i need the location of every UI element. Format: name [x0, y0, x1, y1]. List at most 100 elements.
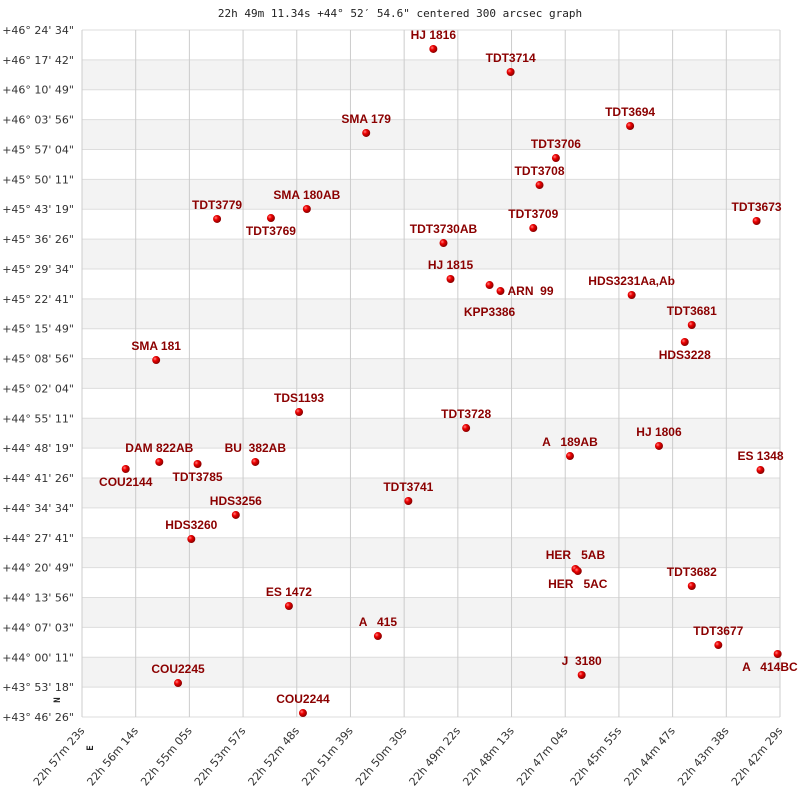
star-marker — [687, 582, 696, 591]
star-point: TDT3677 — [693, 624, 744, 650]
x-tick-label: 22h 52m 48s — [246, 724, 303, 788]
star-label: HDS3256 — [210, 494, 262, 508]
star-point: J 3180 — [562, 654, 602, 680]
star-marker — [529, 224, 538, 233]
star-point: TDT3673 — [732, 200, 782, 226]
compass-north: N — [53, 697, 63, 702]
star-marker — [404, 497, 413, 506]
star-point: SMA 180AB — [273, 188, 341, 213]
star-label: HJ 1815 — [428, 258, 474, 272]
grid-band — [82, 657, 780, 688]
star-point: TDT3728 — [441, 407, 491, 433]
x-tick-label: 22h 55m 05s — [138, 724, 195, 788]
star-marker — [152, 356, 161, 365]
star-point: BU 382AB — [225, 441, 287, 466]
y-tick-label: +45° 43' 19" — [2, 203, 74, 216]
star-marker — [577, 671, 586, 680]
grid-band — [82, 687, 780, 717]
star-marker — [714, 641, 723, 650]
star-point: COU2245 — [151, 662, 205, 688]
star-marker — [231, 510, 240, 519]
star-point: TDT3714 — [486, 51, 536, 76]
x-tick-label: 22h 53m 57s — [192, 724, 249, 788]
star-marker — [251, 457, 260, 466]
x-tick-label: 22h 47m 04s — [514, 724, 571, 788]
grid-band — [82, 30, 780, 60]
star-point: TDS1193 — [274, 391, 324, 417]
star-point: HER 5AC — [548, 567, 608, 591]
star-label: TDT3769 — [246, 224, 296, 238]
y-tick-label: +46° 03' 56" — [2, 114, 74, 127]
star-label: TDT3706 — [531, 137, 581, 151]
y-tick-label: +46° 24' 34" — [2, 24, 74, 37]
grid-band — [82, 328, 780, 359]
star-point: ES 1348 — [737, 449, 784, 475]
grid-band — [82, 478, 780, 508]
grid-band — [82, 59, 780, 90]
x-tick-label: 22h 50m 30s — [353, 724, 410, 788]
star-label: TDT3709 — [508, 207, 558, 221]
star-label: TDT3681 — [667, 304, 717, 318]
star-marker — [362, 128, 371, 137]
star-marker — [496, 287, 505, 296]
y-tick-label: +45° 02' 04" — [2, 382, 74, 395]
star-point: TDT3709 — [508, 207, 559, 233]
x-tick-label: 22h 45m 55s — [568, 724, 625, 788]
star-point: TDT3785 — [173, 460, 223, 484]
grid-band — [82, 239, 780, 269]
star-marker — [446, 275, 455, 284]
star-point: HDS3228 — [659, 338, 711, 362]
star-point: TDT3681 — [667, 304, 717, 329]
grid-band — [82, 597, 780, 628]
x-tick-label: 22h 56m 14s — [84, 724, 141, 788]
y-tick-label: +45° 29' 34" — [2, 263, 74, 276]
y-tick-label: +43° 53' 18" — [2, 681, 74, 694]
x-tick-label: 22h 44m 47s — [621, 724, 678, 788]
star-point: TDT3694 — [605, 105, 655, 131]
y-tick-label: +44° 07' 03" — [2, 621, 74, 634]
star-marker — [429, 44, 438, 53]
star-label: SMA 180AB — [273, 188, 340, 202]
star-marker — [462, 424, 471, 433]
star-point: A 414BC — [742, 650, 798, 674]
grid-band — [82, 358, 780, 389]
x-tick-label: 22h 48m 13s — [460, 724, 517, 788]
grid-band — [82, 209, 780, 240]
chart-title: 22h 49m 11.34s +44° 52′ 54.6" centered 3… — [218, 7, 582, 20]
star-point: A 189AB — [542, 435, 598, 461]
star-marker — [373, 632, 382, 641]
star-point: TDT3769 — [246, 214, 296, 238]
star-point: HDS3256 — [210, 494, 262, 519]
star-marker — [773, 650, 782, 659]
star-point: KPP3386 — [464, 281, 516, 319]
star-label: KPP3386 — [464, 305, 516, 319]
star-point: TDT3741 — [383, 480, 434, 506]
grid-band — [82, 388, 780, 419]
star-point: TDT3730AB — [410, 222, 477, 248]
x-tick-label: 22h 57m 23s — [31, 724, 88, 788]
grid-band — [82, 567, 780, 598]
star-marker — [565, 452, 574, 461]
star-label: ES 1472 — [266, 585, 312, 599]
star-marker — [626, 122, 635, 131]
star-marker — [302, 204, 311, 213]
star-marker — [756, 466, 765, 475]
star-label: J 3180 — [562, 654, 602, 668]
grid-band — [82, 418, 780, 449]
compass-east: E — [86, 745, 96, 750]
star-marker — [551, 154, 560, 163]
star-point: ARN 99 — [496, 284, 554, 298]
y-tick-label: +44° 20' 49" — [2, 562, 74, 575]
star-marker — [295, 408, 304, 417]
star-label: BU 382AB — [225, 441, 287, 455]
star-point: HDS3231Aa,Ab — [588, 274, 675, 300]
star-marker — [627, 291, 636, 300]
grid-band — [82, 298, 780, 329]
x-tick-label: 22h 43m 38s — [675, 724, 732, 788]
grid-band — [82, 119, 780, 150]
star-label: SMA 179 — [341, 112, 391, 126]
star-label: TDT3694 — [605, 105, 655, 119]
y-tick-label: +46° 17' 42" — [2, 54, 74, 67]
star-point: HJ 1806 — [636, 425, 682, 450]
star-label: TDT3741 — [383, 480, 433, 494]
